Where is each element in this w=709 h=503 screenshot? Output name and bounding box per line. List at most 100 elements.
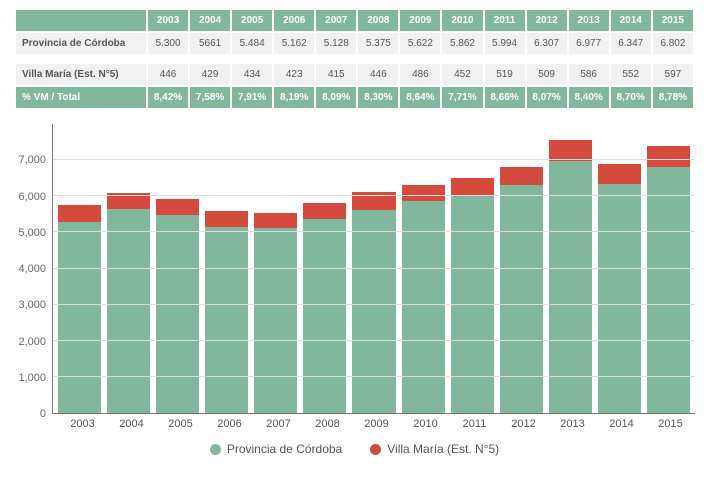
year-header: 2009	[400, 10, 440, 31]
year-header: 2008	[358, 10, 398, 31]
villa-cell: 415	[316, 64, 356, 85]
y-tick-label: 4,000	[18, 263, 46, 275]
cordoba-cell: 5.128	[316, 33, 356, 54]
pct-cell: 8,40%	[569, 87, 609, 108]
y-tick-label: 2,000	[18, 336, 46, 348]
row-villa: Villa María (Est. N°5) 44642943442341544…	[16, 64, 693, 85]
cordoba-cell: 6.307	[527, 33, 567, 54]
x-tick-label: 2012	[502, 414, 545, 430]
villa-cell: 446	[148, 64, 188, 85]
legend-swatch-cordoba	[210, 444, 221, 455]
x-tick-label: 2009	[355, 414, 398, 430]
cordoba-cell: 6.977	[569, 33, 609, 54]
year-header: 2012	[527, 10, 567, 31]
bar-seg-villa	[402, 185, 445, 201]
y-tick-label: 0	[40, 408, 46, 420]
bar-seg-cordoba	[402, 201, 445, 413]
bar-seg-cordoba	[205, 227, 248, 413]
gridline	[53, 340, 695, 341]
pct-cell: 8,78%	[653, 87, 693, 108]
pct-cell: 8,30%	[358, 87, 398, 108]
legend-label-cordoba: Provincia de Córdoba	[227, 442, 342, 456]
y-tick-label: 3,000	[18, 299, 46, 311]
cordoba-cell: 5.994	[485, 33, 525, 54]
legend-villa: Villa María (Est. N°5)	[370, 442, 499, 456]
stacked-bar-chart: 7,0006,0005,0004,0003,0002,0001,0000	[14, 124, 695, 414]
year-header: 2005	[232, 10, 272, 31]
y-tick-label: 5,000	[18, 227, 46, 239]
bar-seg-villa	[303, 203, 346, 219]
bar-seg-villa	[647, 146, 690, 168]
header-row: 2003200420052006200720082009201020112012…	[16, 10, 693, 31]
bar-seg-villa	[598, 164, 641, 184]
x-tick-label: 2013	[551, 414, 594, 430]
bar-seg-villa	[451, 178, 494, 197]
year-header: 2003	[148, 10, 188, 31]
x-tick-label: 2014	[600, 414, 643, 430]
villa-cell: 486	[400, 64, 440, 85]
cordoba-cell: 5.484	[232, 33, 272, 54]
bar-seg-cordoba	[500, 185, 543, 413]
y-tick-label: 6,000	[18, 191, 46, 203]
gridline	[53, 376, 695, 377]
year-header: 2011	[485, 10, 525, 31]
bar-column	[107, 124, 150, 413]
villa-cell: 446	[358, 64, 398, 85]
year-header: 2013	[569, 10, 609, 31]
plot-area	[52, 124, 695, 414]
bar-column	[205, 124, 248, 413]
x-tick-label: 2015	[649, 414, 692, 430]
x-axis-labels: 2003200420052006200720082009201020112012…	[58, 414, 695, 430]
data-table: 2003200420052006200720082009201020112012…	[14, 8, 695, 110]
x-tick-label: 2011	[453, 414, 496, 430]
bar-seg-cordoba	[156, 215, 199, 413]
bar-seg-villa	[254, 213, 297, 228]
row-cordoba-label: Provincia de Córdoba	[16, 33, 146, 54]
cordoba-cell: 6.802	[653, 33, 693, 54]
pct-cell: 8,09%	[316, 87, 356, 108]
bar-seg-villa	[205, 211, 248, 226]
gridline	[53, 231, 695, 232]
chart-legend: Provincia de Córdoba Villa María (Est. N…	[14, 442, 695, 456]
bars-container	[53, 124, 695, 413]
bar-seg-cordoba	[303, 219, 346, 413]
year-header: 2007	[316, 10, 356, 31]
bar-column	[500, 124, 543, 413]
villa-cell: 586	[569, 64, 609, 85]
villa-cell: 597	[653, 64, 693, 85]
pct-cell: 7,71%	[442, 87, 482, 108]
cordoba-cell: 5.622	[400, 33, 440, 54]
x-tick-label: 2008	[306, 414, 349, 430]
bar-seg-cordoba	[254, 228, 297, 413]
pct-cell: 7,91%	[232, 87, 272, 108]
legend-cordoba: Provincia de Córdoba	[210, 442, 342, 456]
cordoba-cell: 6.347	[611, 33, 651, 54]
x-tick-label: 2004	[110, 414, 153, 430]
year-header: 2004	[190, 10, 230, 31]
x-tick-label: 2010	[404, 414, 447, 430]
pct-cell: 8,70%	[611, 87, 651, 108]
gridline	[53, 159, 695, 160]
year-header: 2014	[611, 10, 651, 31]
gridline	[53, 304, 695, 305]
bar-seg-villa	[549, 140, 592, 161]
row-villa-label: Villa María (Est. N°5)	[16, 64, 146, 85]
pct-cell: 8,64%	[400, 87, 440, 108]
cordoba-cell: 5.862	[442, 33, 482, 54]
header-blank	[16, 10, 146, 31]
gridline	[53, 195, 695, 196]
legend-label-villa: Villa María (Est. N°5)	[387, 442, 499, 456]
villa-cell: 552	[611, 64, 651, 85]
bar-column	[58, 124, 101, 413]
cordoba-cell: 5661	[190, 33, 230, 54]
villa-cell: 423	[274, 64, 314, 85]
year-header: 2006	[274, 10, 314, 31]
bar-column	[451, 124, 494, 413]
row-pct-label: % VM / Total	[16, 87, 146, 108]
bar-column	[352, 124, 395, 413]
y-axis-labels: 7,0006,0005,0004,0003,0002,0001,0000	[14, 124, 52, 414]
bar-column	[647, 124, 690, 413]
villa-cell: 452	[442, 64, 482, 85]
bar-column	[549, 124, 592, 413]
bar-seg-cordoba	[352, 210, 395, 413]
